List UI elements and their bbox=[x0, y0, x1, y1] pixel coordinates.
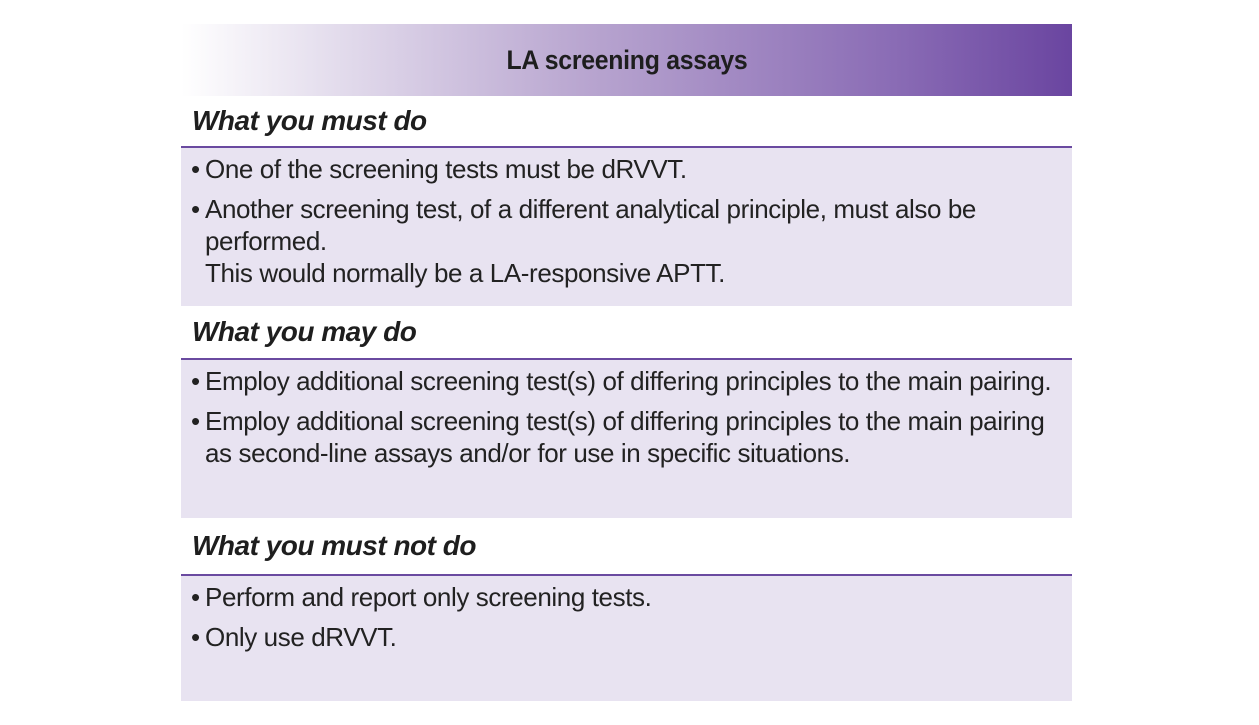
list-item: • Employ additional screening test(s) of… bbox=[191, 365, 1060, 397]
section-must-not-do: What you must not do • Perform and repor… bbox=[181, 518, 1072, 701]
list-item-text: Perform and report only screening tests. bbox=[205, 582, 652, 612]
bullet: • bbox=[191, 406, 200, 436]
list-item-text: Employ additional screening test(s) of d… bbox=[205, 366, 1052, 396]
section-heading: What you must not do bbox=[181, 518, 1072, 576]
bullet: • bbox=[191, 194, 200, 224]
section-heading: What you may do bbox=[181, 306, 1072, 360]
table-header: LA screening assays bbox=[181, 24, 1072, 96]
table-title: LA screening assays bbox=[505, 44, 747, 75]
list-item: • Perform and report only screening test… bbox=[191, 581, 1060, 613]
bullet: • bbox=[191, 154, 200, 184]
la-screening-table: LA screening assays What you must do • O… bbox=[181, 24, 1072, 701]
list-item-text: Employ additional screening test(s) of d… bbox=[205, 406, 1045, 468]
section-body: • Perform and report only screening test… bbox=[181, 576, 1072, 701]
bullet: • bbox=[191, 366, 200, 396]
list-item: • Another screening test, of a different… bbox=[191, 193, 1060, 289]
section-body: • Employ additional screening test(s) of… bbox=[181, 360, 1072, 518]
bullet: • bbox=[191, 622, 200, 652]
list-item-text: Another screening test, of a different a… bbox=[205, 194, 976, 288]
list-item: • One of the screening tests must be dRV… bbox=[191, 153, 1060, 185]
list-item-text: Only use dRVVT. bbox=[205, 622, 397, 652]
section-heading: What you must do bbox=[181, 96, 1072, 148]
bullet: • bbox=[191, 582, 200, 612]
section-body: • One of the screening tests must be dRV… bbox=[181, 148, 1072, 306]
list-item-text: One of the screening tests must be dRVVT… bbox=[205, 154, 687, 184]
list-item: • Employ additional screening test(s) of… bbox=[191, 405, 1060, 469]
section-may-do: What you may do • Employ additional scre… bbox=[181, 306, 1072, 518]
list-item: • Only use dRVVT. bbox=[191, 621, 1060, 653]
section-must-do: What you must do • One of the screening … bbox=[181, 96, 1072, 306]
